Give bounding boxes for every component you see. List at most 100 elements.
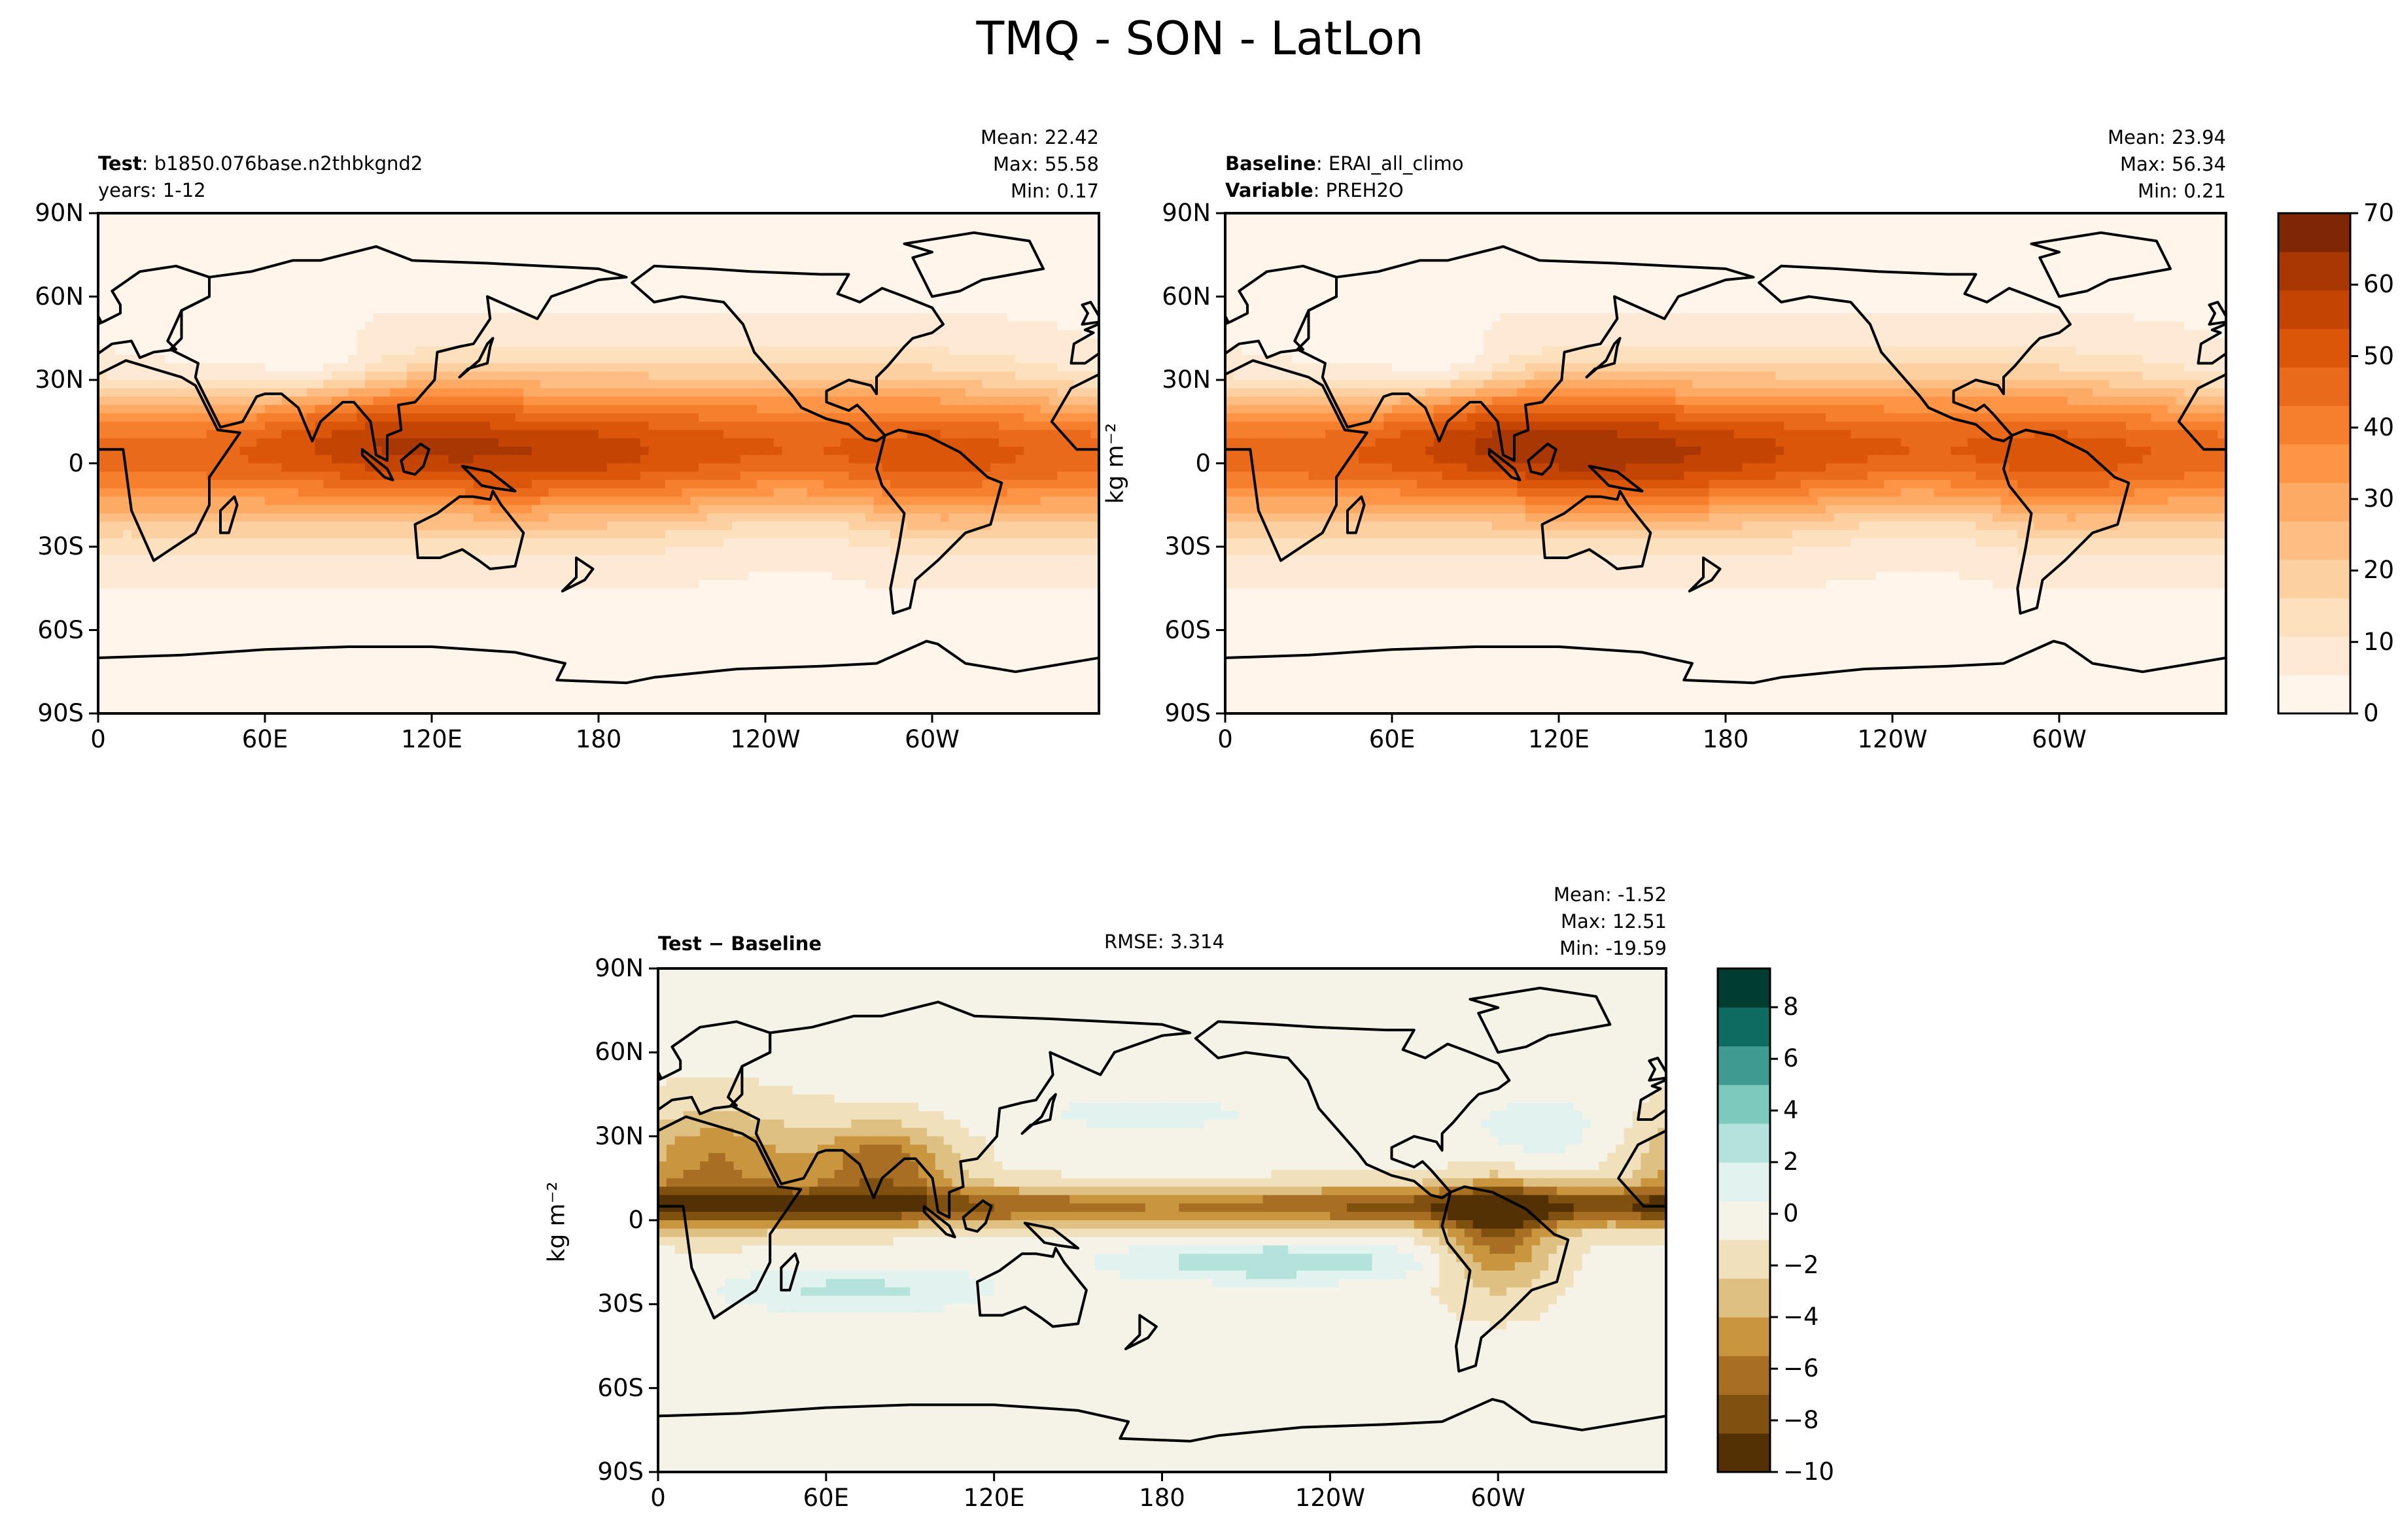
test-panel-cell (1040, 480, 1050, 489)
test-panel-cell (606, 363, 616, 372)
test-panel-cell (273, 288, 283, 298)
test-panel-cell (699, 330, 708, 339)
test-panel-cell (432, 421, 441, 431)
test-panel-cell (465, 505, 474, 514)
test-panel-cell (932, 521, 941, 531)
test-panel-cell (932, 230, 941, 239)
test-panel-cell (306, 513, 316, 522)
test-panel-cell (573, 330, 583, 339)
test-panel-cell (590, 463, 599, 472)
test-panel-cell (573, 313, 583, 322)
test-panel-cell (615, 230, 624, 239)
test-panel-cell (665, 363, 674, 372)
test-panel-cell (273, 305, 283, 314)
test-panel-cell (540, 338, 549, 347)
test-panel-cell (523, 247, 532, 256)
test-panel-cell (448, 354, 457, 364)
test-panel-cell (123, 371, 132, 381)
test-panel-cell (940, 496, 950, 505)
test-panel-cell (848, 347, 858, 356)
test-panel-cell (506, 247, 516, 256)
test-panel-cell (248, 463, 257, 472)
test-panel-cell (948, 513, 958, 522)
test-panel-cell (790, 288, 799, 298)
test-panel-cell (1024, 530, 1033, 539)
test-panel-cell (398, 538, 408, 547)
test-panel-cell (648, 247, 657, 256)
test-panel-cell (281, 354, 290, 364)
test-panel-cell (699, 371, 708, 381)
test-panel-cell (815, 454, 824, 464)
test-panel-cell (865, 421, 875, 431)
test-panel-cell (1073, 521, 1083, 531)
test-panel-cell (415, 488, 424, 498)
test-panel-cell (1040, 271, 1050, 281)
test-panel-cell (706, 547, 716, 556)
test-panel-cell (924, 321, 933, 331)
test-panel-cell (757, 447, 766, 456)
test-panel-cell (924, 380, 933, 389)
test-panel-cell (390, 271, 399, 281)
test-panel-cell (948, 330, 958, 339)
test-panel-cell (373, 230, 383, 239)
test-panel-cell (448, 538, 457, 547)
test-panel-cell (965, 388, 975, 398)
test-panel-cell (1024, 488, 1033, 498)
test-panel-cell (239, 296, 249, 305)
test-panel-cell (1007, 396, 1017, 405)
test-panel-cell (348, 221, 357, 231)
test-panel-cell (907, 488, 916, 498)
test-panel-cell (1057, 305, 1066, 314)
test-panel-cell (557, 505, 566, 514)
test-panel-cell (290, 388, 299, 398)
test-panel-cell (990, 371, 1000, 381)
test-panel-cell (506, 330, 516, 339)
test-panel-cell (1066, 321, 1075, 331)
test-panel-cell (232, 238, 241, 247)
test-panel-cell (948, 438, 958, 447)
test-panel-cell (323, 471, 332, 481)
test-panel-cell (1040, 254, 1050, 264)
test-panel-cell (657, 254, 666, 264)
test-panel-cell (706, 288, 716, 298)
test-panel-cell (215, 396, 224, 405)
test-panel-cell (757, 221, 766, 231)
test-panel-cell (999, 238, 1008, 247)
test-panel-cell (932, 488, 941, 498)
test-panel-cell (865, 247, 875, 256)
test-panel-cell (139, 330, 149, 339)
test-panel-cell (773, 505, 783, 514)
test-panel-cell (173, 463, 183, 472)
test-panel-cell (1032, 505, 1041, 514)
test-panel-cell (481, 454, 491, 464)
test-panel-cell (165, 313, 174, 322)
test-panel-cell (632, 513, 641, 522)
test-panel-cell (915, 371, 924, 381)
test-panel-cell (365, 530, 374, 539)
test-panel-cell (682, 338, 691, 347)
test-panel-cell (965, 313, 975, 322)
test-panel-cell (706, 371, 716, 381)
test-panel-cell (690, 330, 699, 339)
test-panel-cell (248, 271, 257, 281)
test-panel-cell (332, 247, 341, 256)
test-panel-cell (623, 371, 633, 381)
test-panel-cell (606, 547, 616, 556)
test-panel-cell (907, 471, 916, 481)
test-panel-cell (732, 296, 741, 305)
test-panel-cell (448, 388, 457, 398)
test-panel-cell (757, 530, 766, 539)
test-panel-cell (506, 538, 516, 547)
test-panel-cell (232, 530, 241, 539)
test-panel-cell (732, 305, 741, 314)
test-panel-cell (206, 221, 216, 231)
test-panel-cell (540, 530, 549, 539)
test-panel-cell (432, 230, 441, 239)
test-panel-cell (365, 330, 374, 339)
test-panel-cell (265, 538, 274, 547)
test-panel-cell (932, 254, 941, 264)
test-panel-cell (565, 463, 574, 472)
test-panel-cell (907, 371, 916, 381)
test-panel-cell (190, 505, 199, 514)
test-panel-cell (506, 496, 516, 505)
